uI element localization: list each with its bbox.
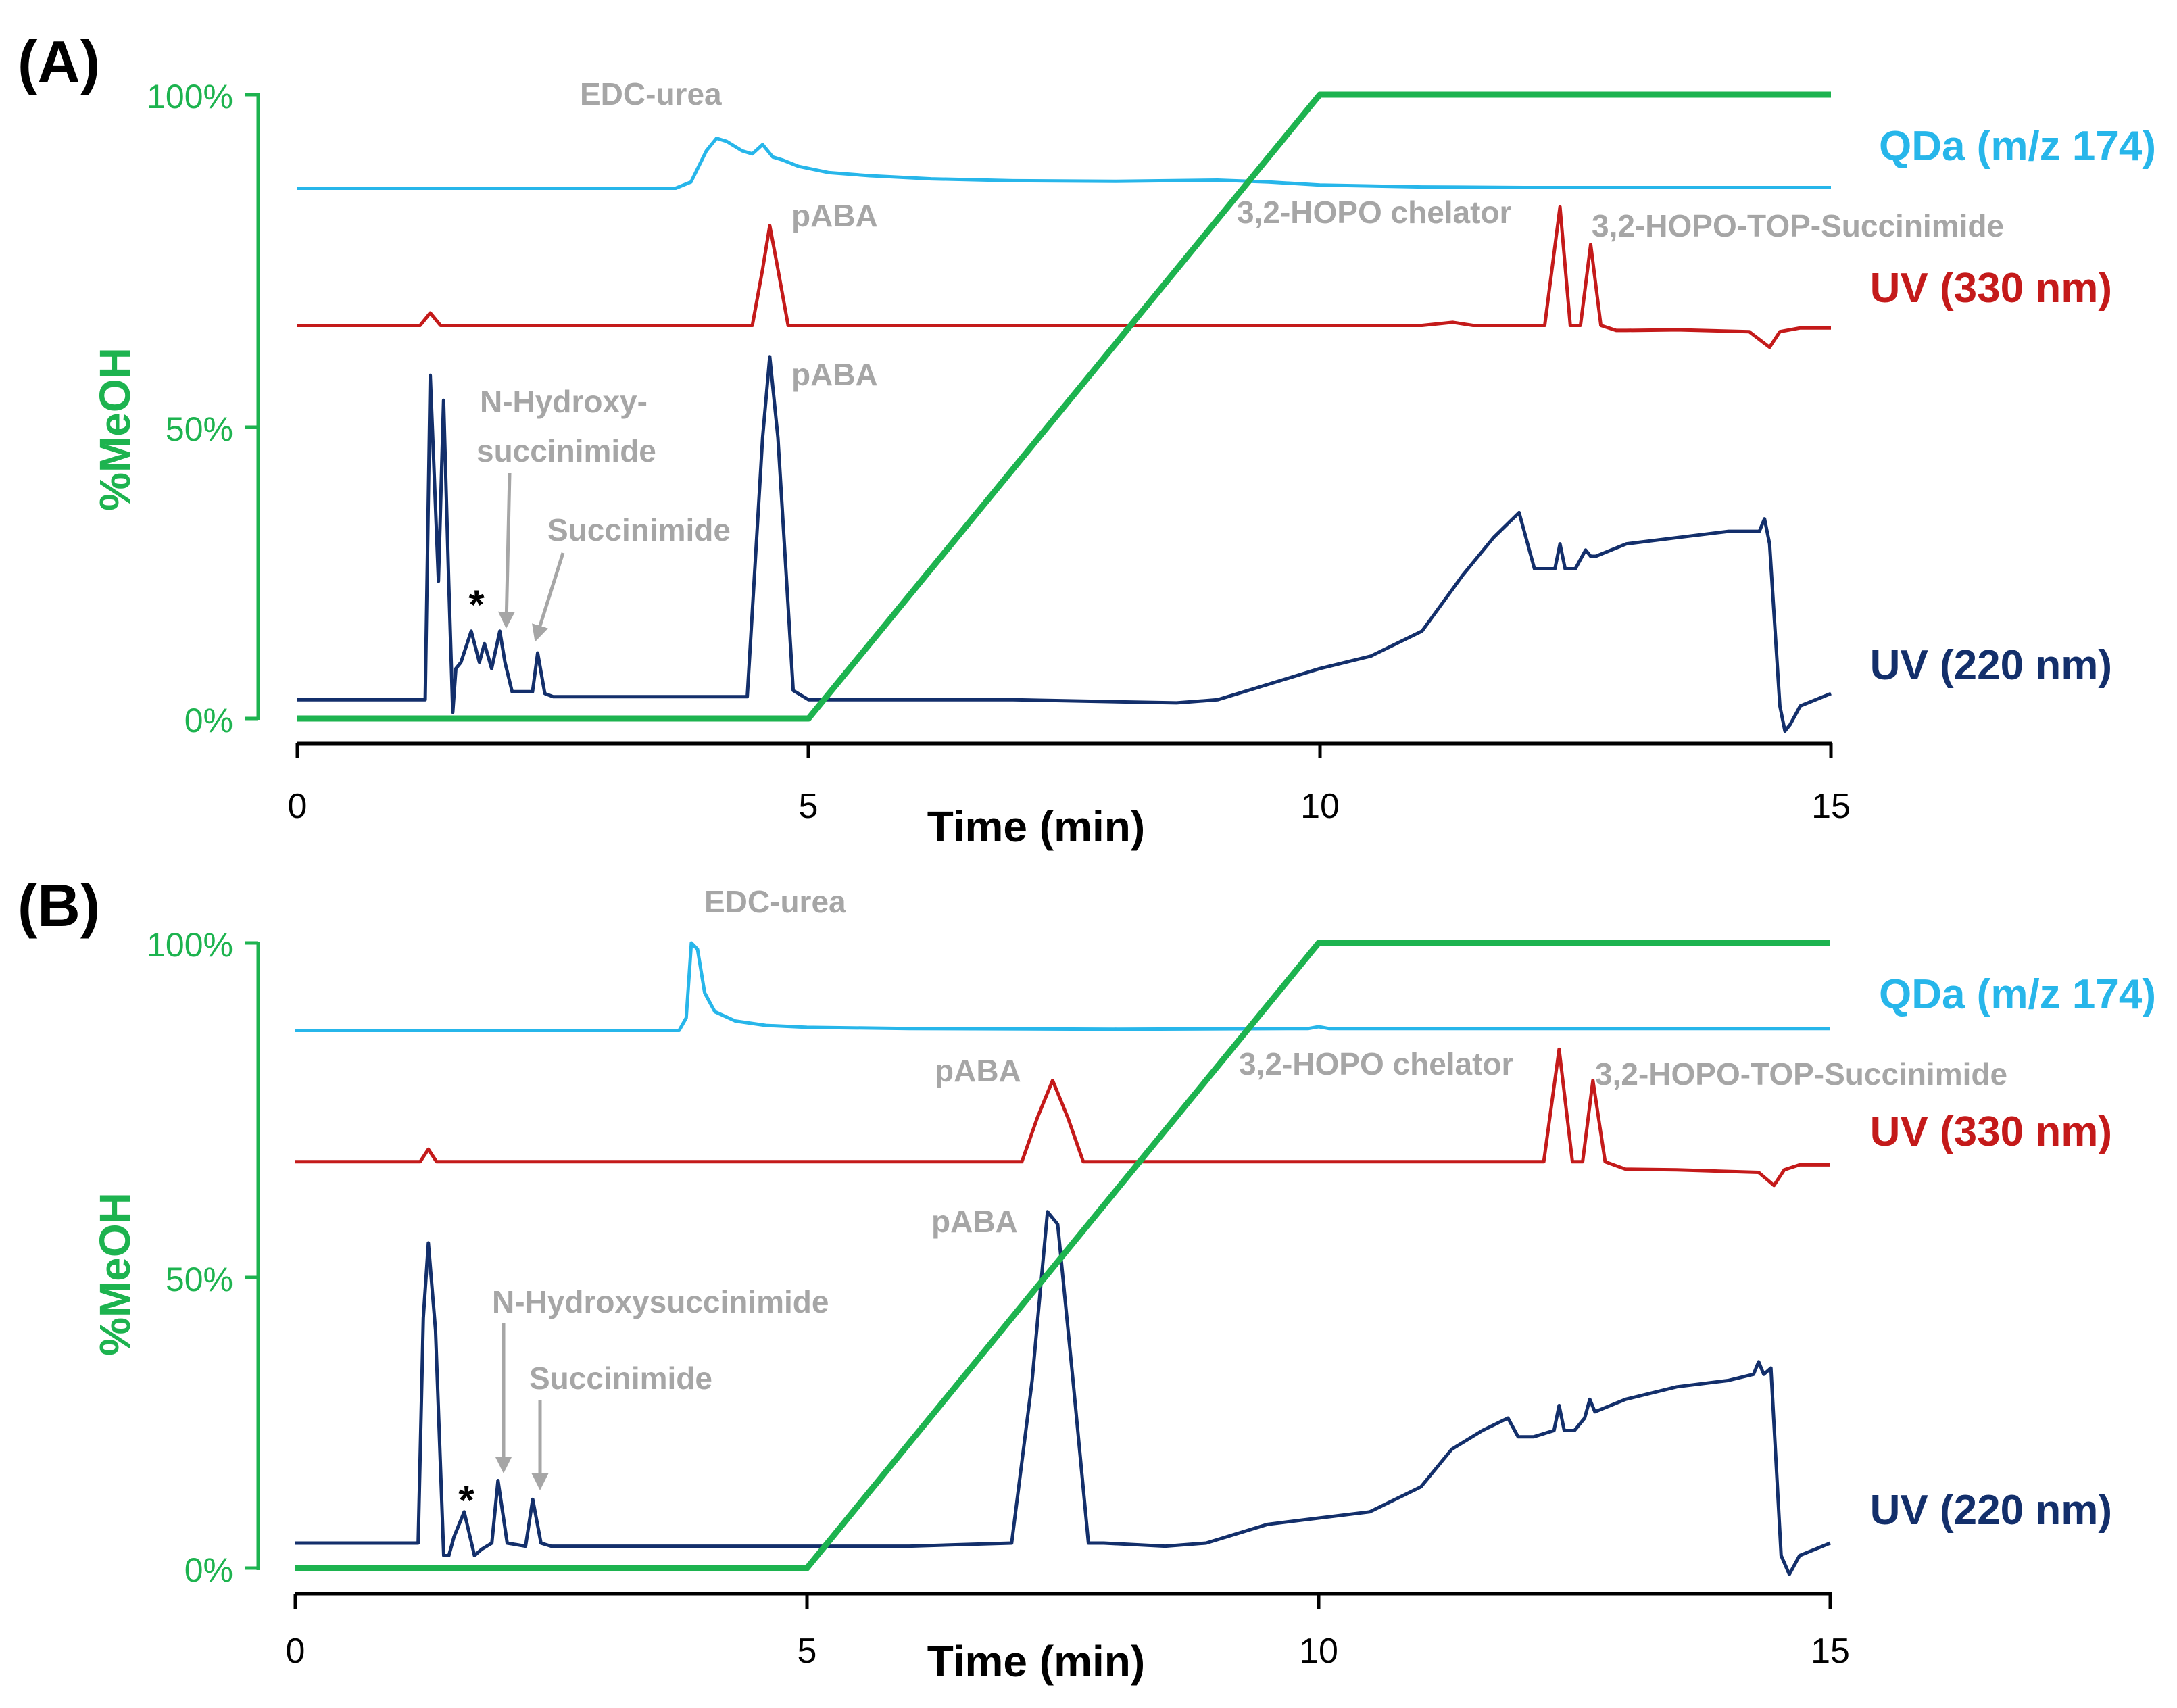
panel-a-xtick-label-10: 10 [1300,787,1340,826]
panel-b-trace-meoh [295,940,1830,1571]
panel-b-xtick-label-15: 15 [1811,1632,1850,1671]
panel-a-xtick-label-15: 15 [1811,787,1851,826]
panel-b-trace-uv330 [295,1047,1830,1188]
panel-a-label-uv330: UV (330 nm) [1870,265,2112,312]
panel-b-annot-hopo-top-succinimide: 3,2-HOPO-TOP-Succinimide [1595,1056,2007,1092]
panel-a-ylabel: %MeOH [91,347,139,511]
panel-a-annot-nhs-line1: N-Hydroxy- [480,384,647,419]
panel-b-label: (B) [18,872,100,939]
panel-a-xtick-label-0: 0 [288,787,308,826]
panel-a-arrow-nhs [497,472,515,629]
panel-a-annot-nhs-line2: succinimide [476,433,656,468]
panel-a-label-qda: QDa (m/z 174) [1879,123,2156,170]
panel-b: (B) 100% 50% 0% %MeOH 0 5 10 15 Time (mi… [18,872,2156,1686]
panel-b-trace-uv220 [295,1210,1831,1576]
panel-b-annot-paba-330: pABA [935,1053,1021,1088]
panel-a-annot-edc-urea: EDC-urea [580,76,722,112]
panel-a-ytick-label-0: 0% [185,702,233,739]
panel-a-trace-qda [297,137,1831,190]
panel-b-annot-paba-220: pABA [931,1204,1018,1239]
panel-b-ytick-label-0: 0% [185,1551,233,1589]
panel-a-annot-succinimide: Succinimide [547,512,731,547]
panel-b-ylabel: %MeOH [91,1192,139,1356]
panel-a-ytick-label-50: 50% [166,410,233,448]
panel-b-annot-edc-urea: EDC-urea [704,884,846,919]
panel-a-annot-hopo-top-succinimide: 3,2-HOPO-TOP-Succinimide [1592,208,2004,243]
panel-b-annot-star: * [458,1478,474,1523]
panel-a-xtick-label-5: 5 [799,787,818,826]
panel-b-xtick-label-0: 0 [286,1632,305,1671]
panel-a-label: (A) [18,28,100,95]
panel-a: (A) 100% 50% 0% %MeOH 0 5 10 15 Time (mi… [18,28,2156,851]
panel-a-xlabel: Time (min) [927,802,1145,851]
panel-a-annot-paba-220: pABA [791,357,878,392]
panel-a-label-uv220: UV (220 nm) [1870,642,2112,689]
panel-a-trace-uv330 [297,205,1831,349]
panel-b-xtick-label-10: 10 [1299,1632,1338,1671]
panel-b-ytick-label-100: 100% [147,926,233,964]
panel-b-annot-hopo-chelator: 3,2-HOPO chelator [1239,1046,1514,1081]
panel-a-ytick-label-100: 100% [147,78,233,116]
panel-b-xlabel: Time (min) [927,1637,1145,1686]
panel-b-label-qda: QDa (m/z 174) [1879,971,2156,1018]
panel-a-trace-uv220 [297,355,1832,733]
panel-a-annot-hopo-chelator: 3,2-HOPO chelator [1237,195,1512,230]
panel-b-trace-qda [295,941,1830,1032]
panel-a-annot-paba-330: pABA [791,198,878,233]
panel-b-annot-nhs: N-Hydroxysuccinimide [492,1284,829,1319]
panel-b-ytick-label-50: 50% [166,1261,233,1298]
panel-a-annot-star: * [468,582,485,627]
panel-a-trace-meoh [297,91,1831,722]
panel-a-arrow-succinimide [532,552,565,642]
panel-b-annot-succinimide: Succinimide [529,1361,712,1396]
panel-b-xtick-label-5: 5 [798,1632,817,1671]
panel-b-label-uv330: UV (330 nm) [1870,1108,2112,1155]
panel-b-label-uv220: UV (220 nm) [1870,1487,2112,1534]
